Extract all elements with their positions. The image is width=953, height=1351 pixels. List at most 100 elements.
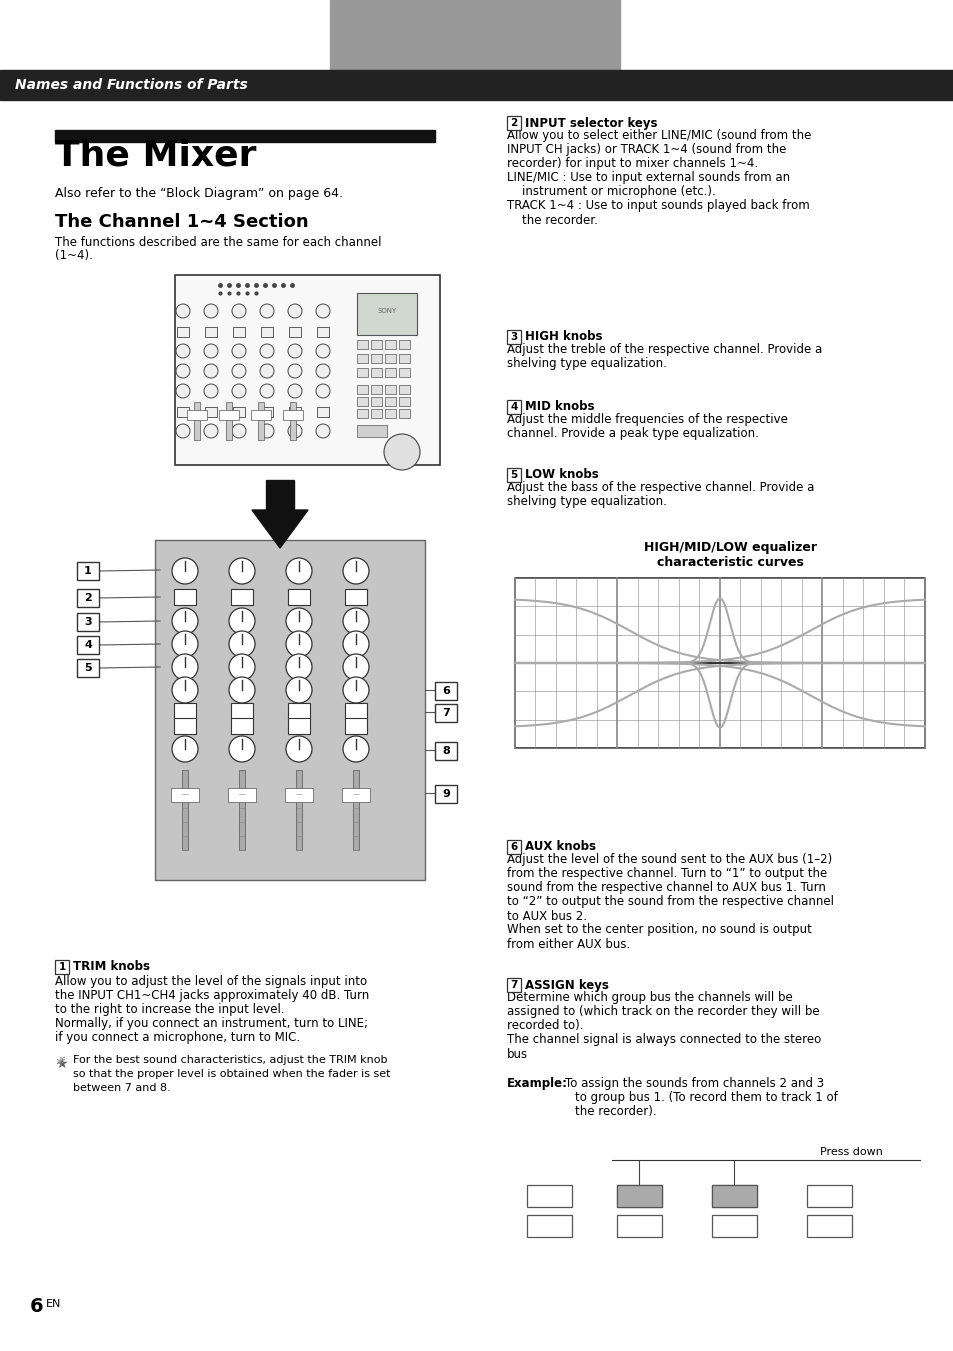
Circle shape — [288, 363, 302, 378]
Circle shape — [288, 424, 302, 438]
Bar — [231, 717, 253, 734]
Bar — [205, 327, 216, 336]
Circle shape — [204, 384, 218, 399]
Circle shape — [229, 736, 254, 762]
Text: 4: 4 — [84, 640, 91, 650]
Bar — [289, 327, 301, 336]
Text: 2: 2 — [84, 593, 91, 603]
Bar — [290, 403, 295, 440]
Bar — [261, 327, 273, 336]
Text: to group bus 1. (To record them to track 1 of: to group bus 1. (To record them to track… — [575, 1090, 837, 1104]
Text: Example:: Example: — [506, 1077, 567, 1089]
Circle shape — [260, 424, 274, 438]
Text: The Mixer: The Mixer — [55, 138, 256, 172]
Text: For the best sound characteristics, adjust the TRIM knob: For the best sound characteristics, adju… — [73, 1055, 387, 1065]
Text: shelving type equalization.: shelving type equalization. — [506, 496, 666, 508]
Circle shape — [286, 631, 312, 657]
Circle shape — [229, 677, 254, 703]
Circle shape — [343, 654, 369, 680]
Text: bus: bus — [506, 1047, 528, 1061]
Circle shape — [260, 363, 274, 378]
Text: sound from the respective channel to AUX bus 1. Turn: sound from the respective channel to AUX… — [506, 881, 825, 894]
Circle shape — [343, 558, 369, 584]
Bar — [345, 717, 367, 734]
Text: 6: 6 — [30, 1297, 44, 1316]
Polygon shape — [252, 509, 308, 549]
Bar — [288, 717, 310, 734]
Bar — [385, 367, 395, 377]
Bar — [356, 409, 368, 417]
Bar — [154, 540, 424, 880]
Circle shape — [260, 384, 274, 399]
Bar — [371, 340, 381, 349]
Bar — [398, 354, 410, 363]
Circle shape — [315, 424, 330, 438]
Circle shape — [172, 654, 198, 680]
Circle shape — [175, 424, 190, 438]
Circle shape — [286, 736, 312, 762]
Bar — [371, 354, 381, 363]
Bar — [77, 659, 99, 677]
Text: The channel signal is always connected to the stereo: The channel signal is always connected t… — [506, 1034, 821, 1047]
Circle shape — [172, 736, 198, 762]
Circle shape — [384, 434, 419, 470]
Bar — [233, 327, 245, 336]
Circle shape — [288, 304, 302, 317]
Text: ASSIGN keys: ASSIGN keys — [524, 978, 608, 992]
Circle shape — [229, 631, 254, 657]
Bar — [173, 717, 195, 734]
Circle shape — [232, 384, 246, 399]
Text: 6: 6 — [510, 842, 517, 852]
Circle shape — [232, 304, 246, 317]
Circle shape — [343, 677, 369, 703]
Bar — [283, 409, 303, 420]
Text: to the right to increase the input level.: to the right to increase the input level… — [55, 1004, 284, 1016]
Bar — [288, 703, 310, 719]
Circle shape — [204, 345, 218, 358]
Circle shape — [175, 384, 190, 399]
Bar — [289, 407, 301, 417]
Bar — [385, 354, 395, 363]
Bar — [356, 293, 416, 335]
Text: 7: 7 — [510, 979, 517, 990]
Bar — [316, 327, 329, 336]
Bar — [177, 407, 189, 417]
Bar — [806, 1185, 851, 1206]
Bar — [356, 426, 387, 436]
Text: 4: 4 — [510, 403, 517, 412]
Text: between 7 and 8.: between 7 and 8. — [73, 1084, 171, 1093]
Bar — [371, 397, 381, 407]
Text: (1~4).: (1~4). — [55, 250, 92, 262]
Text: ★̇: ★̇ — [55, 1058, 68, 1071]
Bar — [257, 403, 264, 440]
Text: 3: 3 — [84, 617, 91, 627]
Text: channel. Provide a peak type equalization.: channel. Provide a peak type equalizatio… — [506, 427, 758, 440]
Bar — [356, 340, 368, 349]
Text: Determine which group bus the channels will be: Determine which group bus the channels w… — [506, 992, 792, 1005]
Bar — [251, 409, 271, 420]
Circle shape — [232, 363, 246, 378]
Bar — [435, 682, 456, 700]
Bar — [77, 613, 99, 631]
Bar — [288, 589, 310, 605]
Bar — [526, 1215, 572, 1238]
Text: 5: 5 — [84, 663, 91, 673]
Text: Allow you to select either LINE/MIC (sound from the: Allow you to select either LINE/MIC (sou… — [506, 130, 810, 142]
Text: *: * — [55, 1055, 65, 1074]
Text: HIGH/MID/LOW equalizer: HIGH/MID/LOW equalizer — [643, 542, 816, 554]
Text: Adjust the treble of the respective channel. Provide a: Adjust the treble of the respective chan… — [506, 343, 821, 357]
Circle shape — [229, 654, 254, 680]
Bar — [398, 367, 410, 377]
Circle shape — [172, 608, 198, 634]
Bar — [187, 409, 207, 420]
Circle shape — [343, 736, 369, 762]
Text: to AUX bus 2.: to AUX bus 2. — [506, 909, 586, 923]
Text: 3: 3 — [510, 332, 517, 342]
Bar — [385, 385, 395, 394]
Bar — [398, 397, 410, 407]
Bar — [77, 589, 99, 607]
Text: TRIM knobs: TRIM knobs — [73, 961, 150, 974]
Circle shape — [204, 363, 218, 378]
Circle shape — [286, 558, 312, 584]
Bar — [345, 703, 367, 719]
